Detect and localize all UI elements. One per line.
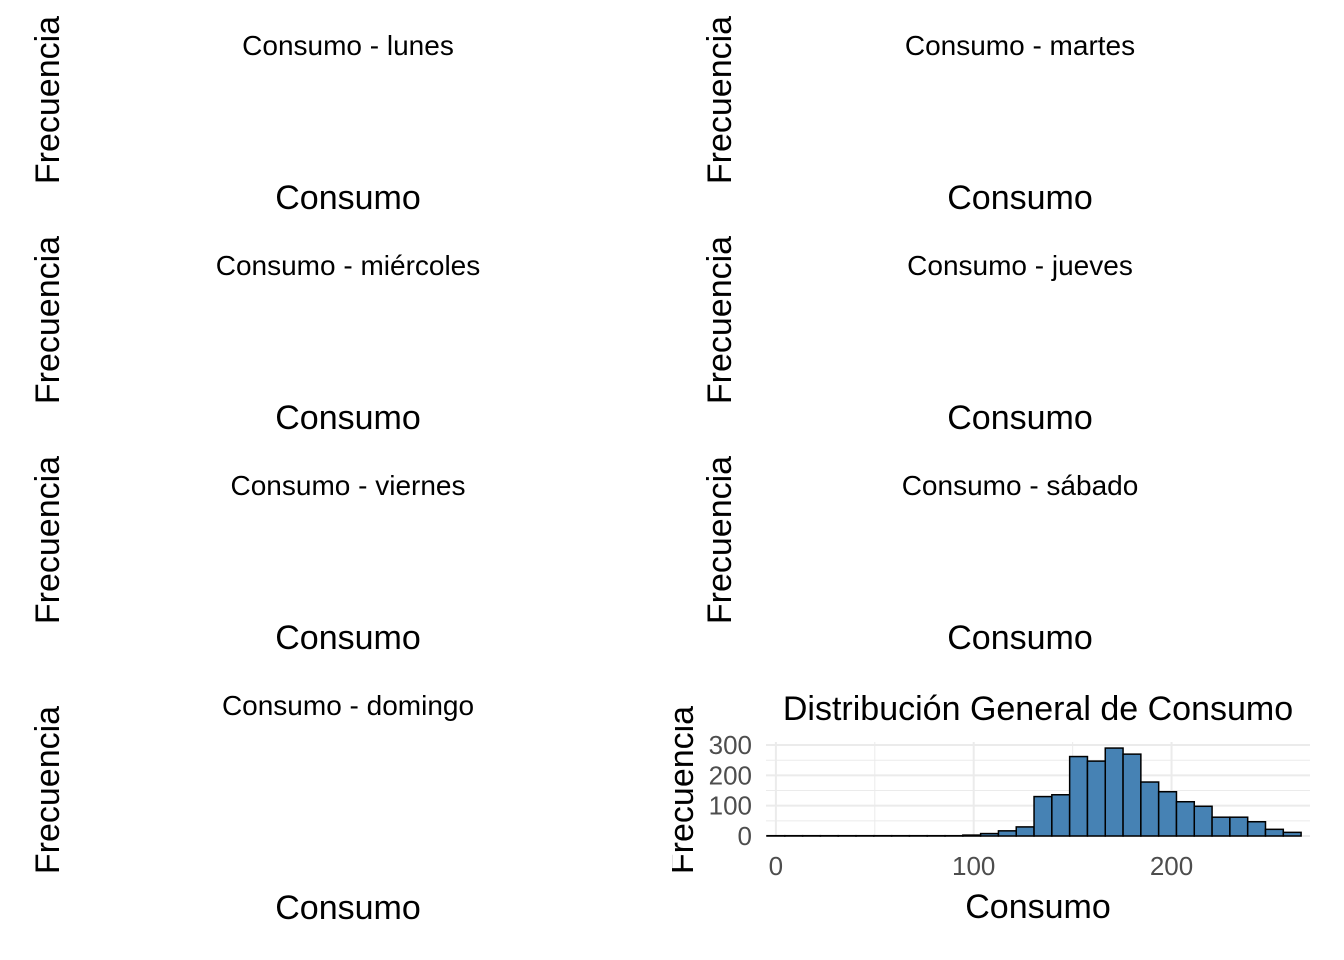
y-tick-label: 0 xyxy=(738,821,752,851)
y-axis-label: Frecuencia xyxy=(29,705,67,875)
x-tick-label: 100 xyxy=(952,851,995,881)
y-tick-label: 300 xyxy=(709,730,752,760)
facet-title: Consumo - martes xyxy=(904,30,1136,61)
histogram-bar xyxy=(1140,781,1160,837)
x-axis-label: Consumo xyxy=(947,619,1093,657)
facet-title: Consumo - viernes xyxy=(230,470,466,501)
bars xyxy=(766,747,1302,837)
histogram-bar xyxy=(1015,826,1035,837)
facet-title: Consumo - domingo xyxy=(221,690,475,721)
y-axis-label: Frecuencia xyxy=(29,455,67,625)
chart-title: Distribución General de Consumo xyxy=(783,690,1293,728)
facet-title: Consumo - sábado xyxy=(901,470,1139,501)
facet-miercoles: Consumo - miércoles Frecuencia Consumo xyxy=(0,220,672,440)
facet-title: Consumo - miércoles xyxy=(215,250,481,281)
x-axis-label: Consumo xyxy=(947,399,1093,437)
histogram-bar xyxy=(1246,820,1267,837)
x-tick-label: 0 xyxy=(769,851,783,881)
histogram-bar xyxy=(1264,828,1285,837)
facet-jueves: Consumo - jueves Frecuencia Consumo xyxy=(672,220,1344,440)
facet-martes: Consumo - martes Frecuencia Consumo xyxy=(672,0,1344,220)
y-axis-label: Frecuencia xyxy=(701,455,739,625)
y-tick-label: 200 xyxy=(709,760,752,790)
histogram-bar xyxy=(1193,805,1213,837)
facet-lunes: Consumo - lunes Frecuencia Consumo xyxy=(0,0,672,220)
x-axis-label: Consumo xyxy=(947,179,1093,217)
histogram-bar xyxy=(1033,795,1053,837)
histogram-bar xyxy=(1104,747,1124,837)
x-axis-label: Consumo xyxy=(275,399,421,437)
y-tick-label: 100 xyxy=(709,791,752,821)
x-axis-label: Consumo xyxy=(275,889,421,927)
histogram-bar xyxy=(997,830,1017,837)
y-axis-label: Frecuencia xyxy=(701,15,739,185)
x-axis-label: Consumo xyxy=(275,179,421,217)
histogram-bar xyxy=(962,834,982,837)
histogram-bar xyxy=(1282,831,1302,837)
facet-title: Consumo - lunes xyxy=(242,30,454,61)
histogram-bar xyxy=(1086,760,1107,837)
x-axis-label: Consumo xyxy=(275,619,421,657)
y-axis-label: Frecuencia xyxy=(672,706,701,874)
histogram-bar xyxy=(1229,816,1249,837)
histogram-bar xyxy=(1175,800,1196,837)
histogram-bar xyxy=(1157,790,1178,837)
y-axis-label: Frecuencia xyxy=(29,235,67,405)
facet-title: Consumo - jueves xyxy=(907,250,1133,281)
facet-viernes: Consumo - viernes Frecuencia Consumo xyxy=(0,440,672,660)
y-axis-label: Frecuencia xyxy=(701,235,739,405)
histogram-bar xyxy=(1068,755,1089,837)
histogram-bar xyxy=(979,832,1000,837)
histogram-bar xyxy=(1122,753,1142,837)
facet-sabado: Consumo - sábado Frecuencia Consumo xyxy=(672,440,1344,660)
histogram-bar xyxy=(1051,794,1071,837)
x-tick-label: 200 xyxy=(1150,851,1193,881)
y-axis-label: Frecuencia xyxy=(29,15,67,185)
x-axis-label: Consumo xyxy=(965,888,1111,926)
facet-domingo: Consumo - domingo Frecuencia Consumo xyxy=(0,660,672,960)
histogram-bar xyxy=(1211,816,1231,837)
general-histogram: Distribución General de Consumo Frecuenc… xyxy=(672,690,1310,926)
